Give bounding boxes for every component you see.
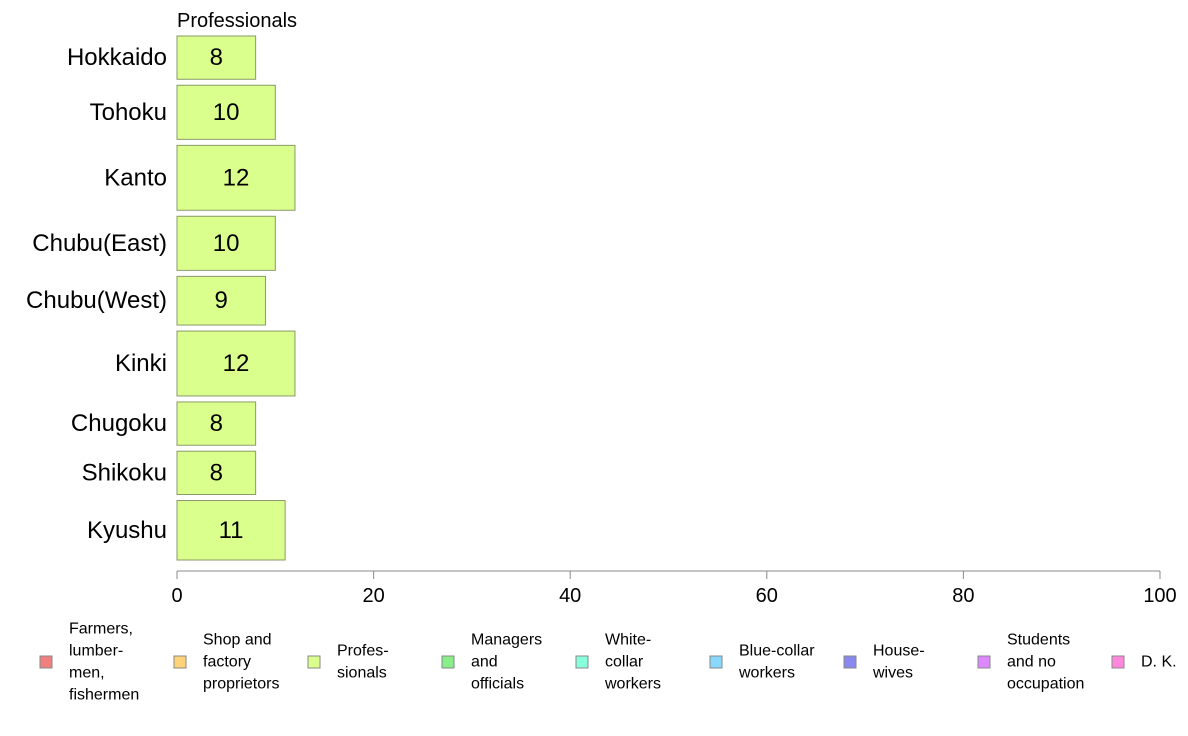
- bar-value-label-chubu-east: 10: [213, 230, 240, 257]
- bar-chugoku: [176, 401, 257, 446]
- bar-tohoku: [176, 84, 276, 140]
- legend-label: Managers and officials: [471, 632, 542, 693]
- bar-shikoku: [176, 450, 257, 495]
- bar-value-label-chubu-west: 9: [215, 287, 228, 314]
- category-label-chubu-east: Chubu(East): [32, 230, 167, 257]
- bar-kanto: [176, 144, 296, 211]
- x-tick-label-80: 80: [952, 585, 974, 607]
- bar-value-label-hokkaido: 8: [210, 44, 223, 71]
- category-label-chubu-west: Chubu(West): [26, 287, 167, 314]
- legend-swatch: [39, 655, 53, 669]
- bar-chubu-west: [176, 275, 266, 326]
- bar-value-label-kyushu: 11: [219, 517, 244, 544]
- legend-item-4: White-collar workers: [575, 632, 661, 693]
- x-tick-label-0: 0: [171, 585, 182, 607]
- bar-value-label-kinki: 12: [223, 350, 250, 377]
- x-tick-label-40: 40: [559, 585, 581, 607]
- legend-swatch: [173, 655, 187, 669]
- legend-label: Farmers, lumber-men, fishermen: [69, 621, 139, 704]
- category-label-kinki: Kinki: [115, 350, 167, 377]
- legend-item-8: D. K.: [1111, 654, 1177, 671]
- category-label-chugoku: Chugoku: [71, 410, 167, 437]
- legend-item-2: Profes-sionals: [307, 643, 389, 682]
- legend-swatch: [1111, 655, 1125, 669]
- legend-item-5: Blue-collar workers: [709, 643, 815, 682]
- legend-label: White-collar workers: [604, 632, 661, 693]
- bar-value-label-chugoku: 8: [210, 410, 223, 437]
- category-label-shikoku: Shikoku: [82, 459, 167, 486]
- legend-item-0: Farmers, lumber-men, fishermen: [39, 621, 139, 704]
- legend-label: Profes-sionals: [337, 643, 389, 682]
- category-label-kyushu: Kyushu: [87, 517, 167, 544]
- legend-item-3: Managers and officials: [441, 632, 542, 693]
- legend-label: Blue-collar workers: [738, 643, 815, 682]
- bar-kyushu: [176, 500, 286, 561]
- legend: Farmers, lumber-men, fishermen Shop and fact…: [39, 621, 1177, 704]
- legend-item-1: Shop and factory proprietors: [173, 632, 279, 693]
- legend-swatch: [307, 655, 321, 669]
- bar-hokkaido: [176, 35, 257, 80]
- legend-label: Shop and factory proprietors: [203, 632, 279, 693]
- bar-value-label-kanto: 12: [223, 164, 250, 191]
- legend-swatch: [843, 655, 857, 669]
- legend-label: Students and no occupation: [1007, 632, 1084, 693]
- bar-chubu-east: [176, 215, 276, 271]
- x-tick-label-60: 60: [756, 585, 778, 607]
- x-tick-label-100: 100: [1143, 585, 1176, 607]
- legend-item-6: House-wives: [843, 643, 925, 682]
- category-label-tohoku: Tohoku: [90, 99, 167, 126]
- legend-swatch: [441, 655, 455, 669]
- legend-swatch: [977, 655, 991, 669]
- x-tick-label-20: 20: [362, 585, 384, 607]
- chart-title: Professionals: [177, 10, 297, 32]
- legend-swatch: [575, 655, 589, 669]
- legend-item-7: Students and no occupation: [977, 632, 1084, 693]
- legend-label: D. K.: [1141, 654, 1177, 671]
- bar-value-label-shikoku: 8: [210, 459, 223, 486]
- category-label-hokkaido: Hokkaido: [67, 44, 167, 71]
- bar-value-label-tohoku: 10: [213, 99, 240, 126]
- bars-group: Hokkaido 8 Tohoku 10 Kanto 12 Chubu(East) 10 Chu…: [26, 35, 296, 561]
- bar-kinki: [176, 330, 296, 397]
- legend-label: House-wives: [872, 643, 925, 682]
- category-label-kanto: Kanto: [104, 164, 167, 191]
- legend-swatch: [709, 655, 723, 669]
- x-axis: 0 20 40 60 80 100: [171, 570, 1177, 607]
